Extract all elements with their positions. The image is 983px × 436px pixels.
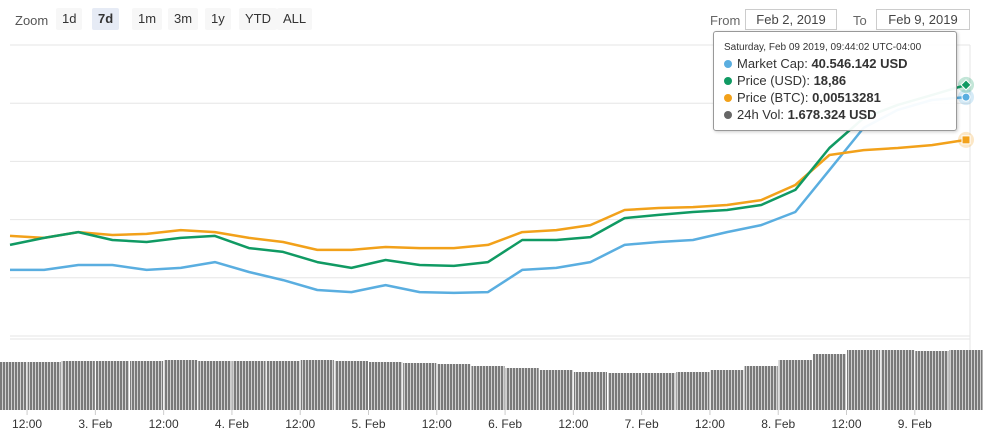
volume-bar — [403, 363, 437, 410]
volume-bar — [778, 360, 812, 410]
x-tick-label: 8. Feb — [761, 417, 795, 431]
volume-bar — [130, 361, 164, 410]
x-tick-label: 12:00 — [695, 417, 725, 431]
tooltip-row: Price (BTC): 0,00513281 — [724, 90, 956, 106]
tooltip-label: Market Cap: — [737, 56, 808, 71]
x-tick-label: 4. Feb — [215, 417, 249, 431]
tooltip-swatch — [724, 94, 732, 102]
x-tick-label: 6. Feb — [488, 417, 522, 431]
volume-bar — [471, 366, 505, 410]
volume-bar — [847, 350, 881, 410]
from-label: From — [710, 13, 741, 28]
tooltip-swatch — [724, 77, 732, 85]
volume-bar — [334, 361, 368, 410]
volume-bar — [812, 354, 846, 410]
tooltip-header: Saturday, Feb 09 2019, 09:44:02 UTC-04:0… — [724, 42, 922, 53]
end-marker — [961, 135, 971, 145]
end-marker — [961, 92, 971, 102]
volume-bar — [27, 362, 61, 410]
volume-bar — [232, 361, 266, 410]
volume-bar — [881, 350, 915, 410]
volume-bar — [744, 366, 778, 410]
tooltip: Saturday, Feb 09 2019, 09:44:02 UTC-04:0… — [713, 31, 957, 131]
tooltip-value: 18,86 — [813, 73, 847, 88]
line — [9, 83, 967, 270]
x-tick-label: 12:00 — [149, 417, 179, 431]
volume-bar — [505, 368, 539, 410]
zoom-button[interactable]: 1y — [205, 8, 231, 30]
end-marker — [960, 79, 972, 91]
volume-bar — [164, 360, 198, 410]
zoom-button[interactable]: 1d — [56, 8, 83, 30]
from-input[interactable]: Feb 2, 2019 — [745, 9, 837, 30]
tooltip-row: 24h Vol: 1.678.324 USD — [724, 107, 956, 123]
zoom-button[interactable]: 1m — [132, 8, 163, 30]
to-label: To — [853, 13, 867, 28]
x-tick-label: 12:00 — [12, 417, 42, 431]
volume-bar — [437, 364, 471, 410]
tooltip-label: 24h Vol: — [737, 107, 784, 122]
tooltip-label: Price (USD): — [737, 73, 810, 88]
volume-bar — [300, 360, 334, 410]
volume-bar — [0, 362, 27, 410]
x-tick-label: 3. Feb — [78, 417, 112, 431]
x-tick-label: 7. Feb — [625, 417, 659, 431]
x-tick-label: 5. Feb — [351, 417, 385, 431]
x-tick-label: 12:00 — [422, 417, 452, 431]
volume-bar — [642, 373, 676, 410]
zoom-button[interactable]: ALL — [277, 8, 313, 30]
zoom-button[interactable]: YTD — [239, 8, 277, 30]
x-tick-label: 12:00 — [558, 417, 588, 431]
volume-bar — [539, 370, 573, 410]
zoom-label: Zoom — [15, 13, 49, 28]
tooltip-swatch — [724, 111, 732, 119]
volume-bar — [61, 361, 95, 410]
volume-bar — [573, 372, 607, 410]
to-input[interactable]: Feb 9, 2019 — [876, 9, 970, 30]
volume-bar — [949, 350, 983, 410]
volume-bar — [198, 361, 232, 410]
volume-bar — [266, 361, 300, 410]
x-tick-label: 12:00 — [285, 417, 315, 431]
line — [10, 95, 967, 295]
tooltip-value: 1.678.324 USD — [787, 107, 877, 122]
x-tick-label: 9. Feb — [898, 417, 932, 431]
volume-bar — [710, 370, 744, 410]
zoom-button[interactable]: 7d — [92, 8, 120, 30]
tooltip-row: Price (USD): 18,86 — [724, 73, 956, 89]
volume-bar — [369, 362, 403, 410]
volume-bar — [95, 361, 129, 410]
x-tick-label: 12:00 — [831, 417, 861, 431]
volume-bar — [676, 372, 710, 410]
tooltip-swatch — [724, 60, 732, 68]
volume-bar — [915, 351, 949, 410]
volume-bar — [608, 373, 642, 410]
tooltip-row: Market Cap: 40.546.142 USD — [724, 56, 956, 72]
tooltip-value: 40.546.142 USD — [811, 56, 908, 71]
zoom-button[interactable]: 3m — [168, 8, 199, 30]
tooltip-label: Price (BTC): — [737, 90, 809, 105]
tooltip-value: 0,00513281 — [812, 90, 881, 105]
